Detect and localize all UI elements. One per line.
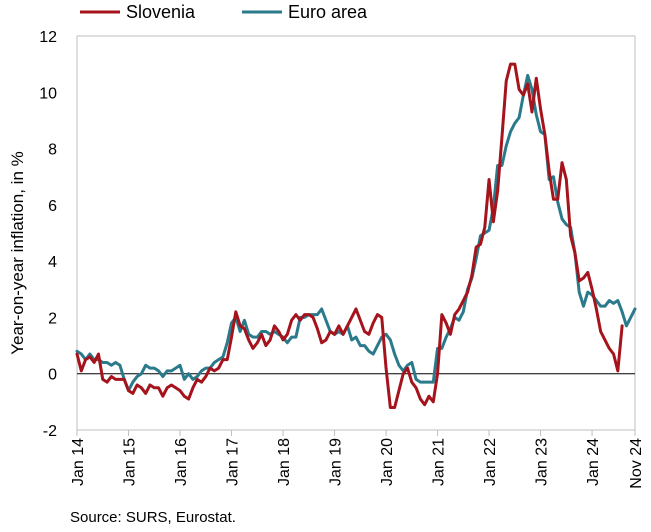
y-tick-label: 2: [48, 310, 57, 327]
series-lines: [75, 62, 637, 409]
x-tick-label: Jan 15: [122, 438, 139, 486]
x-tick-label: Jan 23: [534, 438, 551, 486]
x-tick-label: Nov 24: [628, 438, 645, 489]
x-tick-label: Jan 18: [276, 438, 293, 486]
y-tick-label: 0: [48, 367, 57, 384]
legend: Slovenia Euro area: [80, 2, 368, 22]
x-tick-label: Jan 22: [482, 438, 499, 486]
y-tick-label: 10: [39, 85, 57, 102]
y-tick-label: 6: [48, 198, 57, 215]
y-tick-label: 4: [48, 254, 57, 271]
source-note: Source: SURS, Eurostat.: [70, 509, 236, 526]
series-line-euro-area: [75, 73, 637, 393]
x-tick-label: Jan 16: [173, 438, 190, 486]
x-tick-label: Jan 17: [225, 438, 242, 486]
series-line-slovenia: [75, 62, 624, 409]
y-tick-label: 8: [48, 142, 57, 159]
x-tick-label: Jan 14: [70, 438, 87, 486]
x-tick-label: Jan 21: [431, 438, 448, 486]
legend-label: Slovenia: [126, 2, 196, 22]
legend-label: Euro area: [288, 2, 368, 22]
y-axis-label: Year-on-year inflation, in %: [8, 151, 27, 355]
y-tick-label: 12: [39, 29, 57, 46]
y-axis-ticks: -2 0 2 4 6 8 10 12: [39, 29, 57, 440]
x-axis-ticks: Jan 14 Jan 15 Jan 16 Jan 17 Jan 18 Jan 19 Jan …: [70, 430, 645, 489]
x-tick-label: Jan 24: [585, 438, 602, 486]
y-tick-label: -2: [43, 423, 57, 440]
x-tick-label: Jan 20: [379, 438, 396, 486]
plot-area-frame: [76, 35, 636, 431]
x-tick-label: Jan 19: [328, 438, 345, 486]
